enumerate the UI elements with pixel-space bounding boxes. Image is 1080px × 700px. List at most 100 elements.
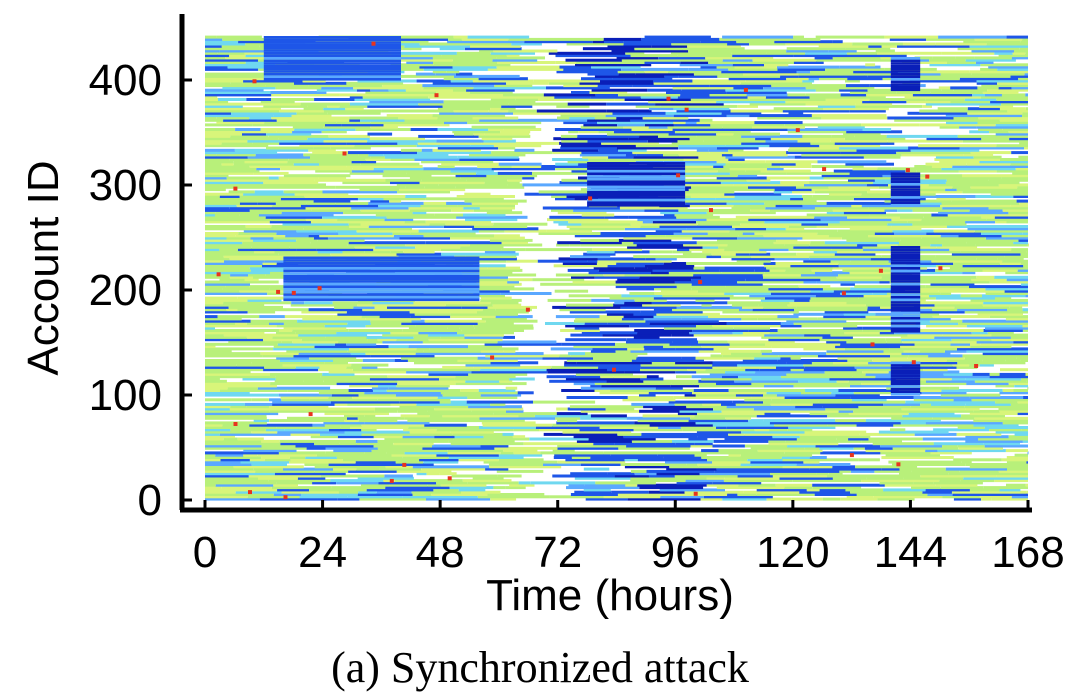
activity-cell	[621, 294, 663, 298]
activity-cell	[246, 322, 269, 325]
high-activity-point	[447, 476, 452, 481]
activity-cell	[782, 109, 850, 113]
activity-cell	[867, 190, 906, 194]
activity-block-cell	[587, 198, 686, 202]
activity-cell	[719, 268, 755, 272]
activity-cell	[665, 234, 739, 238]
activity-cell	[918, 70, 970, 74]
activity-cell	[719, 37, 766, 41]
activity-cell	[999, 107, 1026, 111]
activity-cell	[319, 162, 361, 166]
activity-block-cell	[890, 364, 921, 367]
activity-cell	[832, 208, 885, 212]
activity-cell	[352, 167, 374, 171]
activity-cell	[804, 333, 831, 337]
activity-cell	[205, 361, 252, 365]
activity-cell	[751, 377, 830, 381]
activity-cell	[730, 171, 787, 175]
activity-cell	[644, 347, 676, 351]
activity-cell	[1022, 347, 1028, 351]
activity-cell	[832, 465, 856, 469]
activity-cell	[280, 197, 358, 201]
activity-cell	[501, 104, 533, 108]
activity-cell	[606, 158, 684, 161]
activity-cell	[471, 370, 548, 374]
activity-cell	[594, 275, 640, 279]
activity-cell	[765, 296, 811, 300]
activity-cell	[397, 190, 450, 194]
activity-cell	[205, 472, 275, 476]
activity-block-cell	[890, 64, 921, 68]
activity-cell	[373, 248, 441, 252]
activity-cell	[458, 458, 499, 462]
activity-cell	[948, 255, 1005, 259]
activity-cell	[957, 134, 1028, 138]
activity-cell	[658, 56, 706, 60]
activity-cell	[513, 451, 541, 455]
activity-cell	[852, 42, 903, 46]
activity-cell	[725, 144, 770, 148]
activity-cell	[260, 100, 295, 104]
activity-cell	[764, 384, 794, 388]
activity-cell	[770, 402, 813, 406]
activity-cell	[205, 271, 270, 275]
activity-cell	[682, 47, 745, 51]
activity-cell	[390, 63, 434, 67]
activity-cell	[618, 72, 636, 76]
activity-cell	[626, 287, 655, 291]
activity-block-cell	[890, 88, 921, 92]
activity-cell	[798, 72, 865, 76]
activity-cell	[695, 393, 706, 397]
activity-cell	[815, 444, 881, 448]
activity-cell	[674, 474, 738, 478]
activity-cell	[546, 86, 610, 90]
activity-cell	[907, 185, 953, 189]
activity-cell	[828, 234, 868, 238]
activity-cell	[459, 158, 520, 161]
activity-cell	[688, 419, 749, 423]
activity-cell	[621, 241, 634, 245]
activity-cell	[929, 294, 961, 298]
activity-cell	[251, 430, 278, 434]
activity-cell	[756, 493, 815, 496]
activity-cell	[816, 225, 892, 228]
activity-cell	[639, 409, 680, 413]
activity-cell	[415, 352, 482, 356]
activity-cell	[833, 289, 905, 293]
activity-block-cell	[890, 293, 921, 296]
activity-cell	[1014, 432, 1028, 436]
activity-cell	[205, 296, 238, 300]
activity-cell	[760, 169, 811, 173]
activity-cell	[1001, 116, 1028, 120]
activity-cell	[1001, 102, 1028, 106]
activity-cell	[582, 47, 635, 51]
activity-cell	[693, 389, 729, 392]
activity-cell	[856, 148, 911, 152]
activity-cell	[988, 65, 1028, 69]
activity-cell	[302, 79, 326, 83]
activity-cell	[965, 435, 1009, 439]
activity-cell	[643, 379, 699, 383]
activity-cell	[700, 40, 737, 44]
activity-cell	[770, 137, 845, 141]
activity-cell	[228, 190, 255, 194]
activity-cell	[230, 81, 243, 85]
activity-cell	[205, 171, 254, 175]
activity-cell	[757, 317, 818, 321]
activity-cell	[797, 139, 831, 143]
activity-cell	[581, 213, 615, 217]
activity-cell	[648, 391, 692, 395]
activity-cell	[737, 174, 758, 178]
activity-cell	[365, 421, 430, 425]
activity-cell	[269, 398, 282, 402]
activity-cell	[423, 201, 447, 205]
activity-cell	[205, 141, 222, 145]
activity-cell	[490, 51, 535, 55]
activity-cell	[825, 98, 870, 101]
activity-cell	[205, 65, 228, 69]
activity-cell	[793, 245, 863, 249]
activity-cell	[644, 61, 681, 64]
activity-cell	[587, 72, 619, 76]
activity-cell	[490, 497, 517, 501]
activity-cell	[726, 426, 789, 429]
